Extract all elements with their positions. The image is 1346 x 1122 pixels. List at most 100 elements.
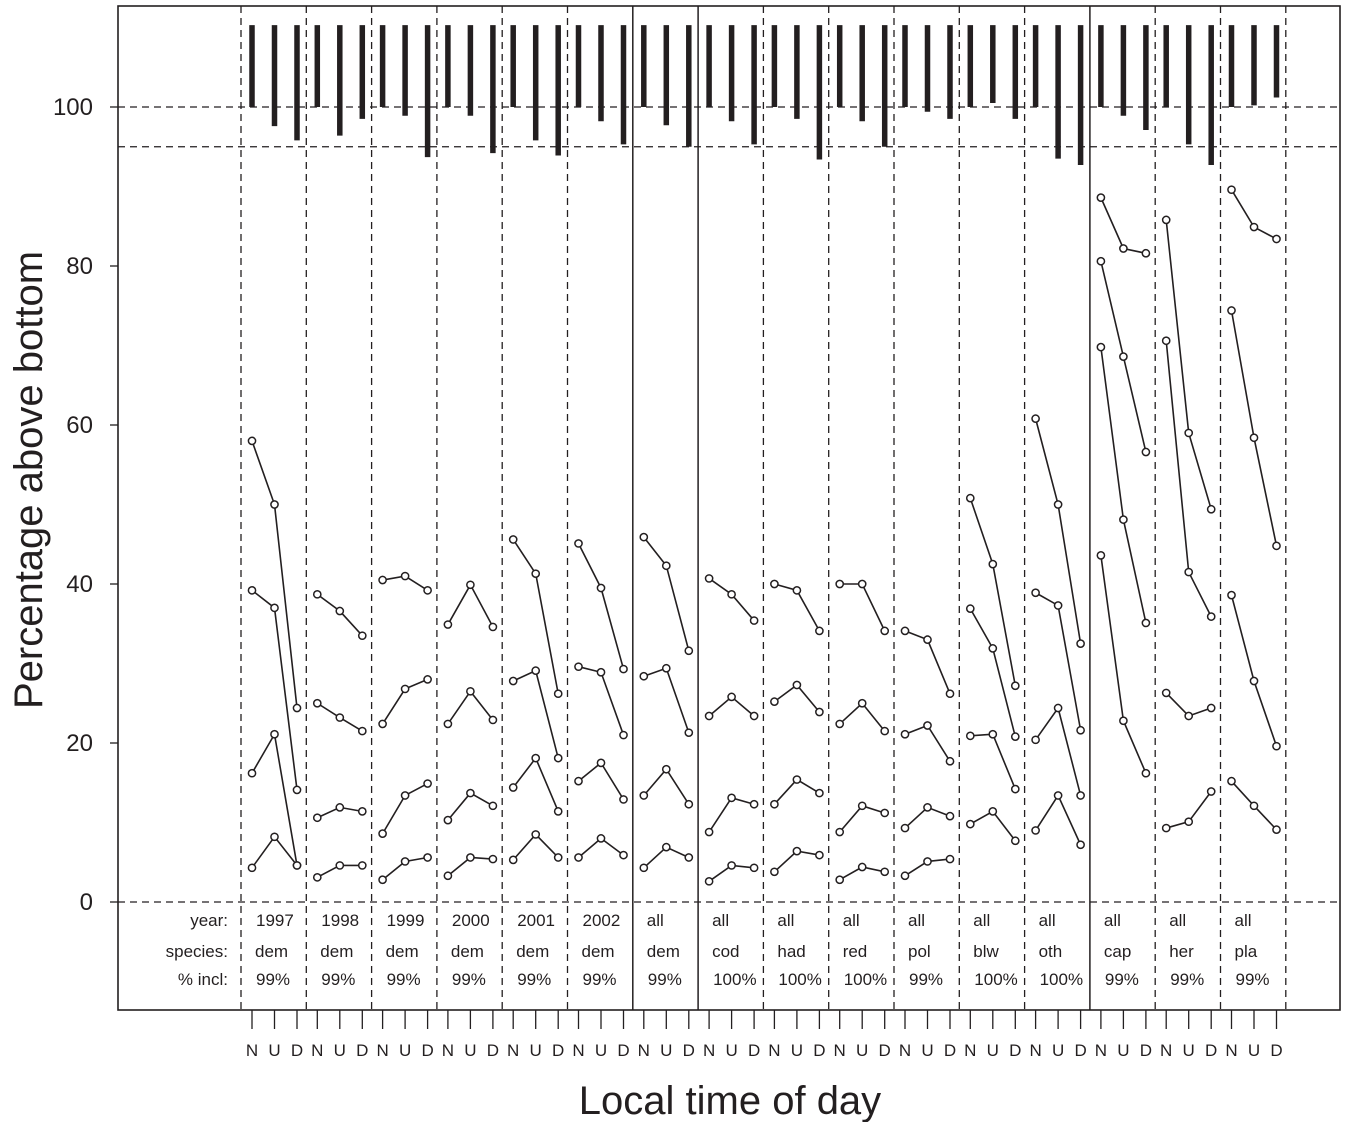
data-point bbox=[574, 776, 583, 786]
panel-year-label: 1998 bbox=[321, 911, 359, 930]
x-tick-label: D bbox=[1205, 1041, 1217, 1060]
x-tick-label: U bbox=[1052, 1041, 1064, 1060]
data-point bbox=[1184, 817, 1194, 827]
data-point bbox=[378, 875, 387, 885]
data-point bbox=[1272, 541, 1281, 551]
data-point bbox=[247, 768, 257, 778]
y-tick-label: 100 bbox=[53, 94, 93, 121]
data-point bbox=[466, 788, 475, 798]
data-point bbox=[1206, 787, 1216, 796]
y-axis-title: Percentage above bottom bbox=[7, 251, 51, 709]
y-tick-label: 20 bbox=[66, 730, 93, 757]
data-point bbox=[945, 756, 955, 766]
x-tick-label: D bbox=[552, 1041, 564, 1060]
panel-year-label: all bbox=[843, 911, 860, 930]
data-point bbox=[835, 875, 845, 885]
data-point bbox=[792, 775, 802, 784]
data-point bbox=[1272, 234, 1281, 244]
data-point bbox=[1206, 612, 1216, 621]
data-point bbox=[923, 721, 932, 730]
data-point bbox=[1141, 248, 1151, 258]
x-tick-label: U bbox=[1117, 1041, 1129, 1060]
data-point bbox=[312, 813, 322, 823]
data-point bbox=[553, 689, 563, 699]
data-point bbox=[1096, 342, 1106, 352]
data-point bbox=[1053, 500, 1063, 509]
x-tick-label: U bbox=[921, 1041, 933, 1060]
x-tick-label: N bbox=[1029, 1041, 1041, 1060]
panel-year-label: 1999 bbox=[387, 911, 425, 930]
x-tick-label: N bbox=[1095, 1041, 1107, 1060]
series-line bbox=[512, 756, 559, 812]
series-line bbox=[1034, 793, 1082, 846]
x-tick-label: D bbox=[356, 1041, 368, 1060]
data-point bbox=[335, 803, 345, 812]
data-point bbox=[965, 604, 975, 613]
x-tick-label: D bbox=[683, 1041, 695, 1060]
x-tick-label: D bbox=[944, 1041, 956, 1060]
panel-year-label: all bbox=[973, 911, 990, 930]
data-point bbox=[880, 867, 890, 877]
data-point bbox=[312, 873, 322, 882]
data-point bbox=[400, 571, 410, 581]
data-point bbox=[1010, 784, 1020, 794]
data-point bbox=[335, 606, 345, 616]
data-point bbox=[1161, 688, 1171, 698]
series-line bbox=[643, 767, 690, 805]
data-point bbox=[900, 823, 910, 833]
data-point bbox=[815, 850, 824, 860]
panel-species-label: pla bbox=[1235, 942, 1258, 961]
data-point bbox=[247, 586, 257, 595]
data-point bbox=[1053, 601, 1063, 610]
panel-year-label: 2001 bbox=[517, 911, 555, 930]
series-line bbox=[1230, 594, 1278, 747]
data-point bbox=[270, 500, 279, 509]
data-point bbox=[1076, 791, 1085, 800]
data-point bbox=[857, 698, 867, 708]
data-point bbox=[749, 863, 759, 873]
panel-species-label: cod bbox=[712, 942, 739, 961]
data-point bbox=[488, 622, 498, 632]
data-point bbox=[596, 667, 606, 677]
data-point bbox=[704, 827, 714, 837]
y-tick-label: 80 bbox=[66, 253, 93, 280]
series-line bbox=[1100, 555, 1147, 774]
panel-labels-group: year: species: % incl: 1997 dem 99% 1998 dem 99%… bbox=[166, 911, 1270, 989]
data-point bbox=[508, 676, 518, 686]
data-point bbox=[880, 726, 890, 736]
data-point bbox=[574, 853, 583, 862]
panel-percent-label: 100% bbox=[1040, 970, 1083, 989]
data-point bbox=[1184, 428, 1194, 438]
panel-year-label: all bbox=[1169, 911, 1186, 930]
plot-frame-group bbox=[117, 5, 1341, 1011]
x-tick-label: N bbox=[638, 1041, 650, 1060]
series-line bbox=[1165, 219, 1212, 510]
data-point bbox=[770, 799, 779, 809]
data-point bbox=[488, 854, 498, 864]
data-point bbox=[1031, 735, 1040, 745]
row-label: species: bbox=[166, 942, 228, 961]
data-point bbox=[900, 871, 910, 881]
series-line bbox=[512, 669, 559, 759]
x-tick-label: D bbox=[421, 1041, 433, 1060]
data-point bbox=[270, 832, 279, 842]
data-point bbox=[684, 646, 694, 656]
panel-percent-label: 99% bbox=[648, 970, 682, 989]
series-line bbox=[969, 497, 1017, 686]
data-point bbox=[531, 666, 541, 676]
data-point bbox=[270, 729, 279, 739]
data-point bbox=[1119, 716, 1128, 726]
panel-year-label: all bbox=[777, 911, 794, 930]
x-tick-label: D bbox=[813, 1041, 825, 1060]
x-tick-label: D bbox=[1270, 1041, 1282, 1060]
series-line bbox=[904, 724, 951, 762]
data-point bbox=[880, 808, 890, 818]
data-point bbox=[292, 861, 302, 870]
x-tick-label: D bbox=[1140, 1041, 1152, 1060]
plot-frame bbox=[117, 5, 1341, 1011]
y-axis-group: 0 20 40 60 80 100 bbox=[53, 94, 118, 916]
data-point bbox=[1249, 433, 1259, 443]
panel-species-label: her bbox=[1169, 942, 1194, 961]
data-point bbox=[423, 779, 432, 788]
